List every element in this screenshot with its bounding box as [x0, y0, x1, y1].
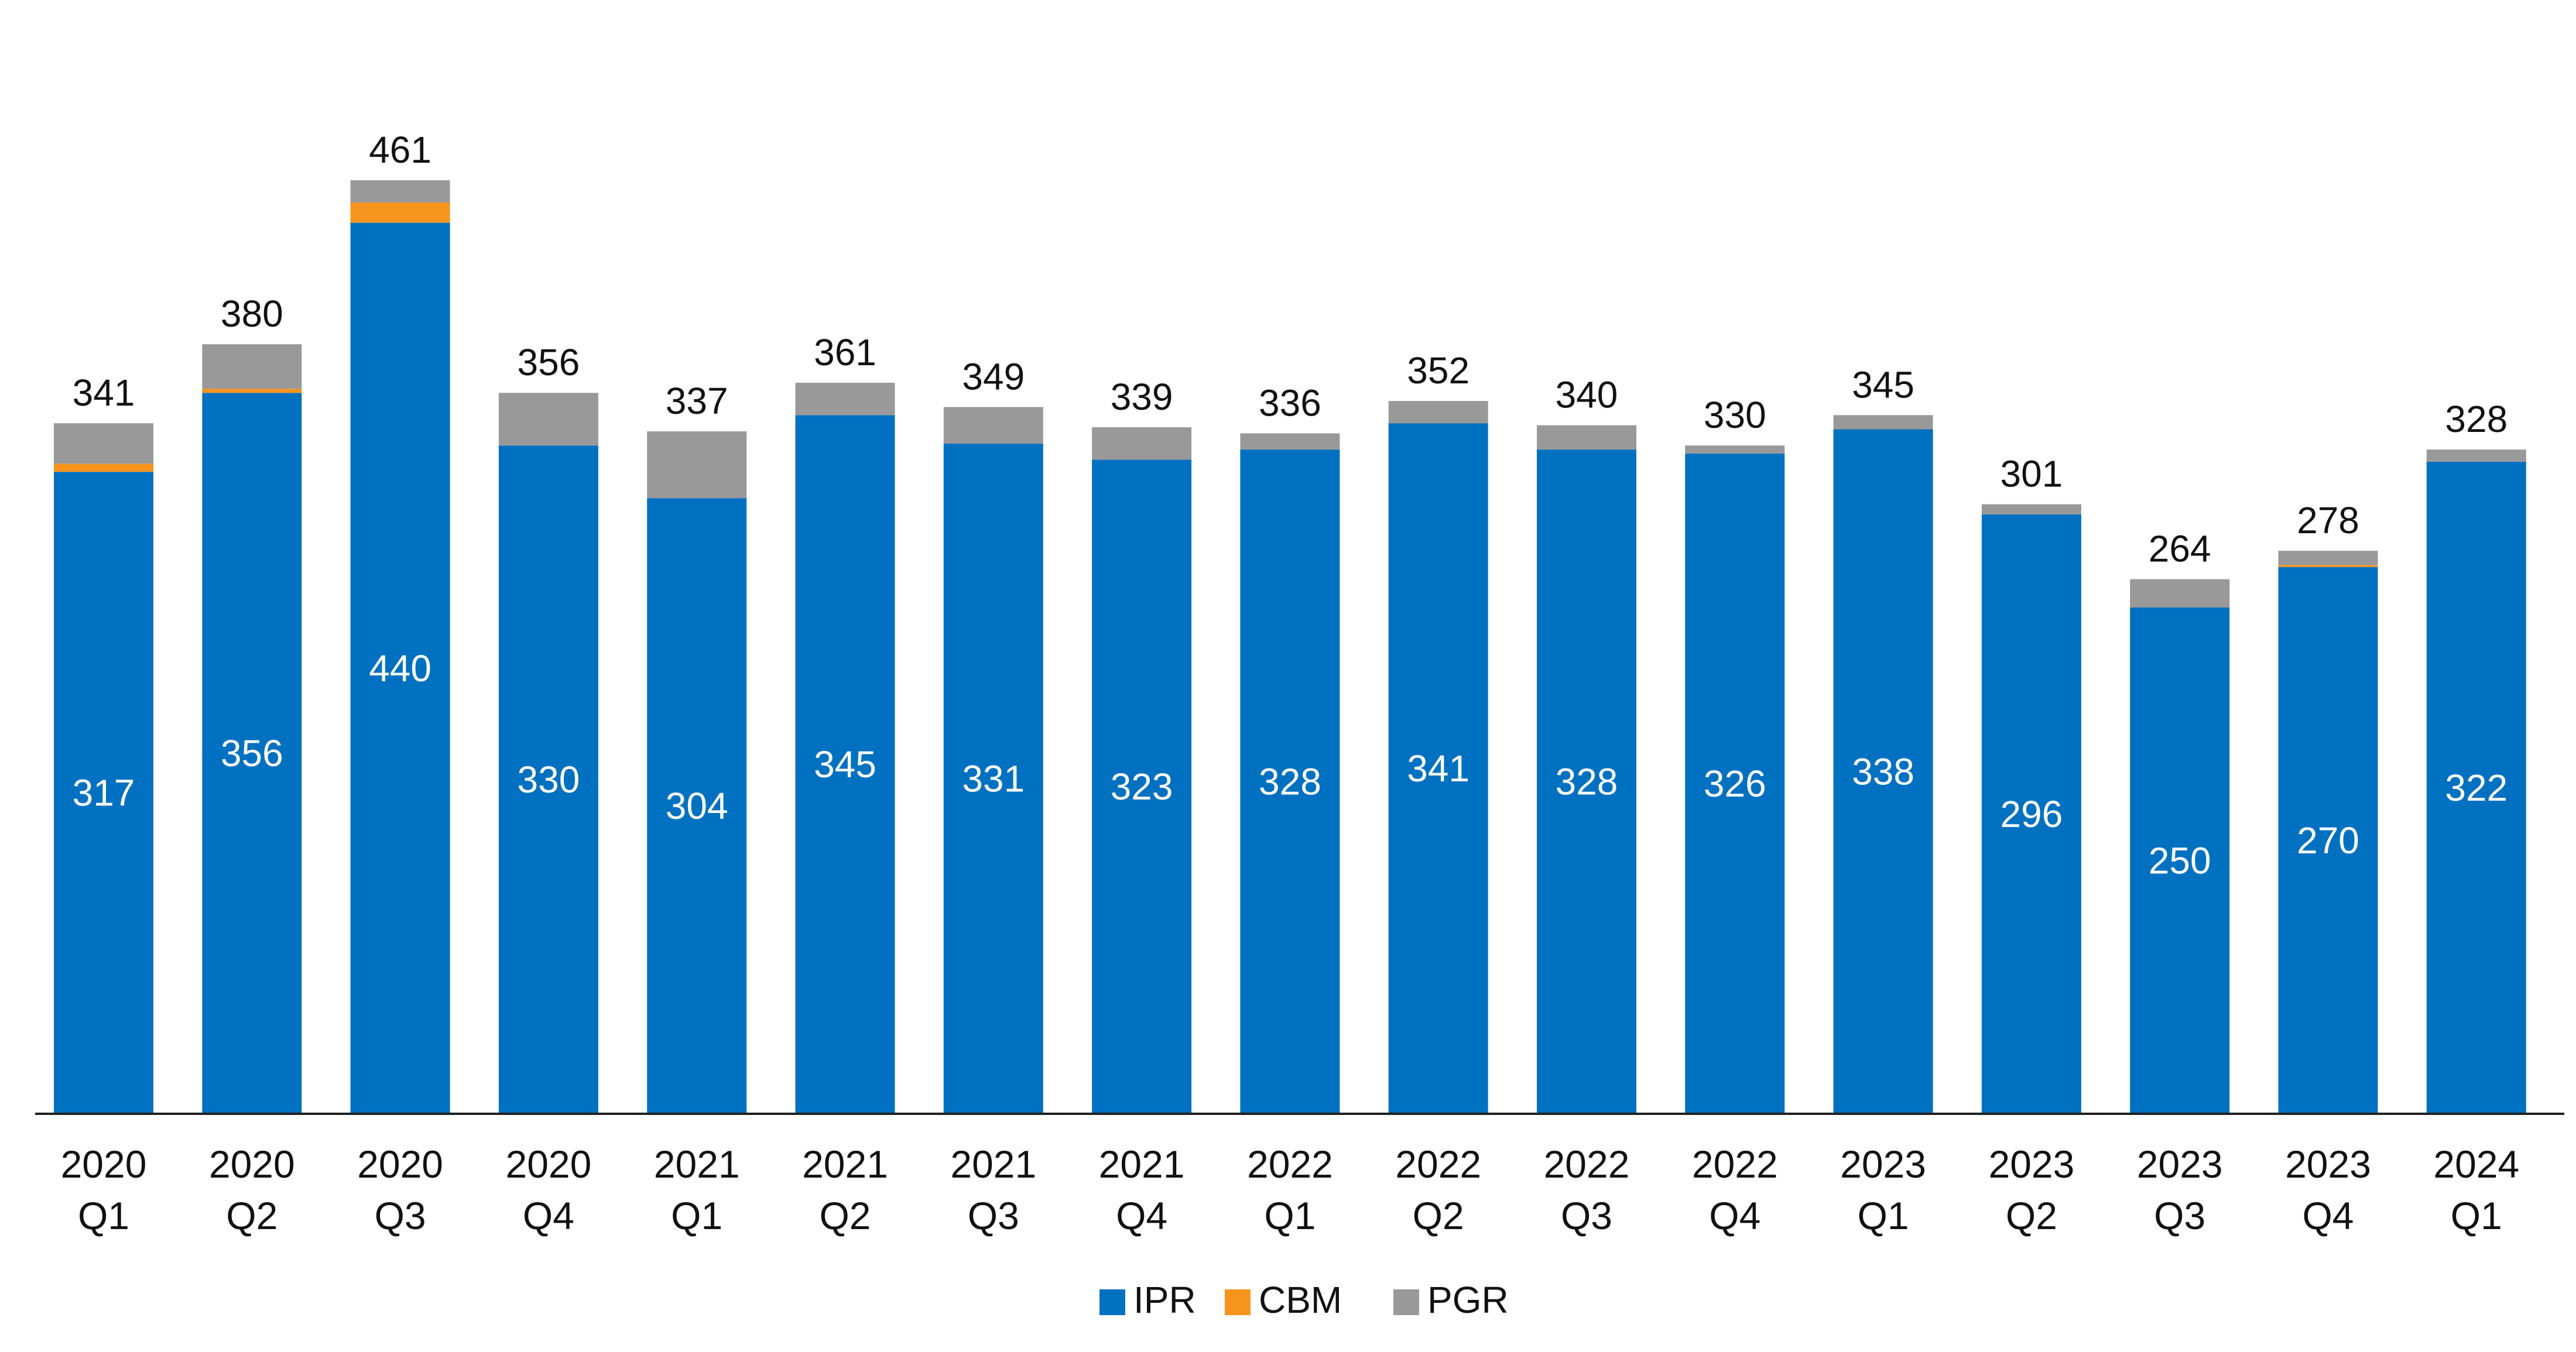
bar-segment-pgr: [1240, 433, 1340, 449]
data-label-ipr: 356: [221, 732, 283, 774]
bar-segment-pgr: [1092, 427, 1191, 459]
data-label-total: 345: [1852, 363, 1914, 406]
x-tick-label-quarter: Q2: [1413, 1194, 1464, 1237]
data-label-total: 461: [369, 129, 431, 171]
bar-segment-cbm: [54, 464, 153, 472]
x-tick-label-quarter: Q2: [2006, 1194, 2057, 1237]
data-label-ipr: 345: [814, 743, 876, 785]
x-tick-label-quarter: Q1: [1264, 1194, 1316, 1237]
bar-segment-pgr: [796, 383, 895, 415]
x-tick-label-year: 2021: [654, 1142, 740, 1186]
data-label-total: 352: [1407, 349, 1469, 392]
x-tick-label-quarter: Q3: [1561, 1194, 1612, 1237]
data-label-ipr: 328: [1556, 761, 1618, 803]
data-label-total: 361: [814, 331, 876, 373]
legend-swatch-pgr: [1393, 1289, 1419, 1315]
data-label-total: 264: [2149, 528, 2211, 570]
data-label-total: 330: [1704, 394, 1766, 436]
bar-segment-cbm: [351, 203, 450, 223]
data-label-ipr: 270: [2297, 819, 2359, 862]
data-label-ipr: 304: [666, 785, 728, 827]
x-tick-label-quarter: Q4: [523, 1194, 574, 1237]
x-tick-label-quarter: Q1: [78, 1194, 129, 1237]
x-tick-label-year: 2021: [802, 1142, 888, 1186]
bar-segment-pgr: [944, 407, 1043, 443]
data-label-total: 339: [1111, 376, 1173, 418]
legend-label-pgr: PGR: [1427, 1279, 1509, 1321]
data-label-ipr: 326: [1704, 763, 1766, 805]
data-label-ipr: 328: [1259, 761, 1321, 803]
legend-label-ipr: IPR: [1133, 1279, 1196, 1321]
bar-segment-pgr: [1537, 425, 1636, 450]
x-tick-label-year: 2022: [1247, 1142, 1333, 1186]
legend-label-cbm: CBM: [1259, 1279, 1342, 1321]
x-axis-tick-labels: 2020 Q1 2020 Q2 2020 Q3 2020 Q4 2021 Q1 2021 Q2 2021…: [61, 1142, 2520, 1237]
x-tick-label-year: 2022: [1395, 1142, 1481, 1186]
x-tick-label-year: 2020: [505, 1142, 591, 1186]
bar-segment-pgr: [2130, 579, 2229, 608]
bar-segment-pgr: [1389, 401, 1488, 423]
x-tick-label-quarter: Q2: [226, 1194, 278, 1237]
x-tick-label-year: 2023: [2285, 1142, 2371, 1186]
bar-segment-cbm: [202, 389, 302, 393]
bar-segment-pgr: [2279, 551, 2378, 565]
x-tick-label-year: 2020: [209, 1142, 295, 1186]
data-label-ipr: 322: [2445, 767, 2508, 809]
x-tick-label-quarter: Q1: [2451, 1194, 2502, 1237]
data-label-ipr: 330: [518, 759, 580, 801]
legend-swatch-ipr: [1099, 1289, 1125, 1315]
bar-segment-pgr: [1685, 445, 1784, 454]
x-tick-label-quarter: Q4: [1709, 1194, 1760, 1237]
x-tick-label-quarter: Q1: [671, 1194, 722, 1237]
data-label-total: 341: [73, 372, 135, 414]
data-label-ipr: 341: [1407, 747, 1469, 790]
x-tick-label-quarter: Q3: [2154, 1194, 2205, 1237]
data-label-ipr: 317: [73, 772, 135, 814]
bar-segment-pgr: [202, 344, 302, 389]
bar-segment-pgr: [351, 180, 450, 203]
x-tick-label-year: 2020: [357, 1142, 443, 1186]
x-tick-label-year: 2023: [2137, 1142, 2223, 1186]
x-tick-label-quarter: Q3: [375, 1194, 426, 1237]
x-tick-label-year: 2023: [1840, 1142, 1926, 1186]
x-tick-label-year: 2022: [1544, 1142, 1630, 1186]
x-tick-label-quarter: Q3: [968, 1194, 1019, 1237]
data-label-ipr: 331: [962, 757, 1025, 799]
bar-segment-cbm: [2279, 565, 2378, 567]
data-label-total: 278: [2297, 499, 2359, 541]
data-label-total: 337: [666, 380, 728, 422]
data-label-ipr: 440: [369, 647, 431, 689]
x-tick-label-year: 2024: [2433, 1142, 2519, 1186]
x-tick-label-quarter: Q1: [1858, 1194, 1909, 1237]
data-label-total: 301: [2000, 453, 2063, 495]
data-label-total: 356: [518, 341, 580, 383]
x-tick-label-quarter: Q4: [2302, 1194, 2354, 1237]
x-tick-label-year: 2023: [1988, 1142, 2074, 1186]
data-label-ipr: 338: [1852, 750, 1914, 792]
data-label-ipr: 250: [2149, 840, 2211, 882]
x-tick-label-year: 2020: [61, 1142, 147, 1186]
x-tick-label-year: 2021: [950, 1142, 1036, 1186]
data-label-ipr: 323: [1111, 766, 1173, 808]
legend-swatch-cbm: [1225, 1289, 1251, 1315]
legend: IPR CBM PGR: [1099, 1279, 1509, 1321]
data-label-total: 340: [1556, 374, 1618, 416]
bar-segment-pgr: [647, 431, 746, 498]
bar-segment-pgr: [499, 393, 598, 445]
x-tick-label-year: 2022: [1692, 1142, 1778, 1186]
x-tick-label-quarter: Q2: [819, 1194, 871, 1237]
bar-segment-pgr: [1982, 505, 2081, 514]
data-label-total: 336: [1259, 382, 1321, 424]
x-tick-label-year: 2021: [1099, 1142, 1185, 1186]
bar-segment-pgr: [1834, 415, 1933, 429]
x-tick-label-quarter: Q4: [1116, 1194, 1167, 1237]
data-label-total: 380: [221, 293, 283, 335]
data-label-total: 349: [962, 355, 1025, 397]
bar-segment-pgr: [2427, 449, 2526, 462]
data-label-ipr: 296: [2000, 793, 2063, 835]
data-label-total: 328: [2445, 398, 2508, 440]
bar-segment-pgr: [54, 423, 153, 464]
